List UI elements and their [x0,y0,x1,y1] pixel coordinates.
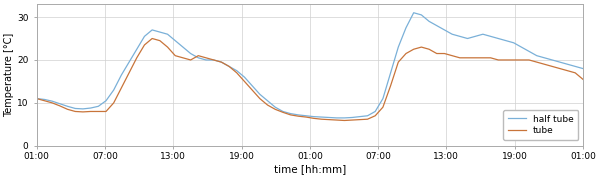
tube [579,78,586,80]
half tube [579,67,586,70]
half tube [387,72,394,74]
tube [395,61,402,63]
X-axis label: time [hh:mm]: time [hh:mm] [274,164,346,174]
Y-axis label: Temperature [°C]: Temperature [°C] [4,33,14,117]
tube [418,46,425,48]
Line: half tube: half tube [37,13,583,118]
half tube [410,12,417,14]
half tube [349,116,356,119]
tube [356,119,364,121]
tube [33,98,40,100]
Legend: half tube, tube: half tube, tube [503,110,578,140]
half tube [548,59,556,61]
half tube [110,89,117,91]
tube [548,65,556,67]
tube [341,119,348,122]
tube [149,37,156,40]
half tube [333,117,340,119]
half tube [418,14,425,16]
tube [226,65,233,67]
tube [110,102,117,104]
Line: tube: tube [37,38,583,121]
half tube [218,61,225,63]
half tube [33,98,40,100]
